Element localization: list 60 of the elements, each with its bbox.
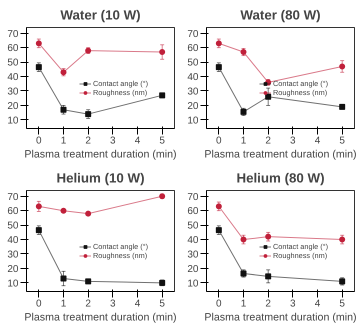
y-tick-label: 60 <box>187 43 199 54</box>
y-tick-label: 20 <box>7 100 19 112</box>
chart-title: Water (80 W) <box>240 8 321 22</box>
y-tick-label: 10 <box>187 278 199 290</box>
y-tick-label: 40 <box>7 72 19 84</box>
y-tick-label: 50 <box>7 220 19 232</box>
x-tick-label: 2 <box>85 136 92 146</box>
x-tick-label: 3 <box>110 298 116 310</box>
x-tick-label: 2 <box>265 136 272 146</box>
x-tick-label: 1 <box>240 298 247 310</box>
y-tick-label: 70 <box>187 28 199 40</box>
x-tick-label: 0 <box>36 136 42 146</box>
y-tick-label: 50 <box>187 220 199 232</box>
y-tick-label: 70 <box>7 28 19 40</box>
x-tick-label: 5 <box>159 298 166 310</box>
x-tick-label: 5 <box>339 136 346 146</box>
x-tick-label: 2 <box>85 298 92 310</box>
y-tick-label: 10 <box>7 115 19 126</box>
x-tick-label: 3 <box>290 136 296 146</box>
y-tick-label: 40 <box>187 72 199 84</box>
x-tick-label: 0 <box>216 136 222 146</box>
y-tick-label: 30 <box>187 249 199 260</box>
x-tick-label: 3 <box>290 298 296 310</box>
y-tick-label: 20 <box>187 100 199 112</box>
y-tick-label: 30 <box>7 86 19 98</box>
y-tick-label: 50 <box>7 58 19 69</box>
x-tick-label: 5 <box>159 136 166 146</box>
x-axis-title: Plasma treatment duration (min) <box>24 148 177 160</box>
x-axis-title: Plasma treatment duration (min) <box>204 148 357 160</box>
y-tick-label: 10 <box>187 115 199 126</box>
chart-title: Water (10 W) <box>60 8 141 22</box>
y-tick-label: 60 <box>7 43 19 54</box>
y-tick-label: 30 <box>7 249 19 260</box>
x-tick-label: 1 <box>60 298 67 310</box>
x-tick-label: 0 <box>36 298 42 310</box>
x-tick-label: 4 <box>314 136 321 146</box>
y-tick-label: 30 <box>187 86 199 98</box>
x-tick-label: 5 <box>339 298 346 310</box>
chart-title: Helium (10 W) <box>56 170 145 186</box>
x-axis-title: Plasma treatment duration (min) <box>204 312 357 324</box>
x-tick-label: 4 <box>134 298 141 310</box>
y-tick-label: 70 <box>7 192 19 203</box>
y-tick-label: 10 <box>7 278 19 290</box>
x-tick-label: 1 <box>240 136 247 146</box>
x-tick-label: 4 <box>314 298 321 310</box>
y-tick-label: 60 <box>7 206 19 218</box>
x-tick-label: 3 <box>110 136 116 146</box>
y-tick-label: 20 <box>187 264 199 275</box>
x-tick-label: 1 <box>60 136 67 146</box>
y-tick-label: 70 <box>187 192 199 203</box>
x-tick-label: 4 <box>134 136 141 146</box>
chart-title: Helium (80 W) <box>236 170 325 186</box>
y-tick-label: 60 <box>187 206 199 218</box>
x-tick-label: 2 <box>265 298 272 310</box>
x-axis-title: Plasma treatment duration (min) <box>24 312 177 324</box>
y-tick-label: 20 <box>7 264 19 275</box>
x-tick-label: 0 <box>216 298 222 310</box>
y-tick-label: 40 <box>187 235 199 246</box>
y-tick-label: 50 <box>187 58 199 69</box>
y-tick-label: 40 <box>7 235 19 246</box>
